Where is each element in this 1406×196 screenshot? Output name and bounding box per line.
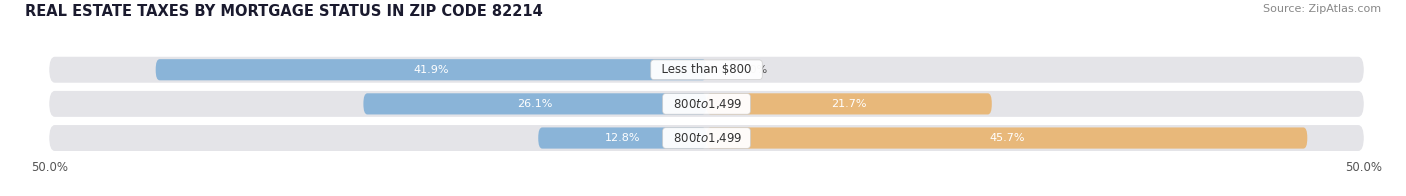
FancyBboxPatch shape (156, 59, 707, 80)
Text: 26.1%: 26.1% (517, 99, 553, 109)
Text: $800 to $1,499: $800 to $1,499 (666, 97, 747, 111)
Text: 45.7%: 45.7% (990, 133, 1025, 143)
FancyBboxPatch shape (707, 93, 991, 114)
FancyBboxPatch shape (49, 57, 1364, 83)
Text: Less than $800: Less than $800 (654, 63, 759, 76)
FancyBboxPatch shape (707, 127, 1308, 149)
FancyBboxPatch shape (363, 93, 707, 114)
Text: Source: ZipAtlas.com: Source: ZipAtlas.com (1263, 4, 1381, 14)
Text: 12.8%: 12.8% (605, 133, 640, 143)
Text: $800 to $1,499: $800 to $1,499 (666, 131, 747, 145)
FancyBboxPatch shape (538, 127, 707, 149)
FancyBboxPatch shape (49, 125, 1364, 151)
Text: 21.7%: 21.7% (831, 99, 868, 109)
FancyBboxPatch shape (49, 91, 1364, 117)
Text: REAL ESTATE TAXES BY MORTGAGE STATUS IN ZIP CODE 82214: REAL ESTATE TAXES BY MORTGAGE STATUS IN … (25, 4, 543, 19)
Text: 0.0%: 0.0% (740, 65, 768, 75)
Text: 41.9%: 41.9% (413, 65, 449, 75)
